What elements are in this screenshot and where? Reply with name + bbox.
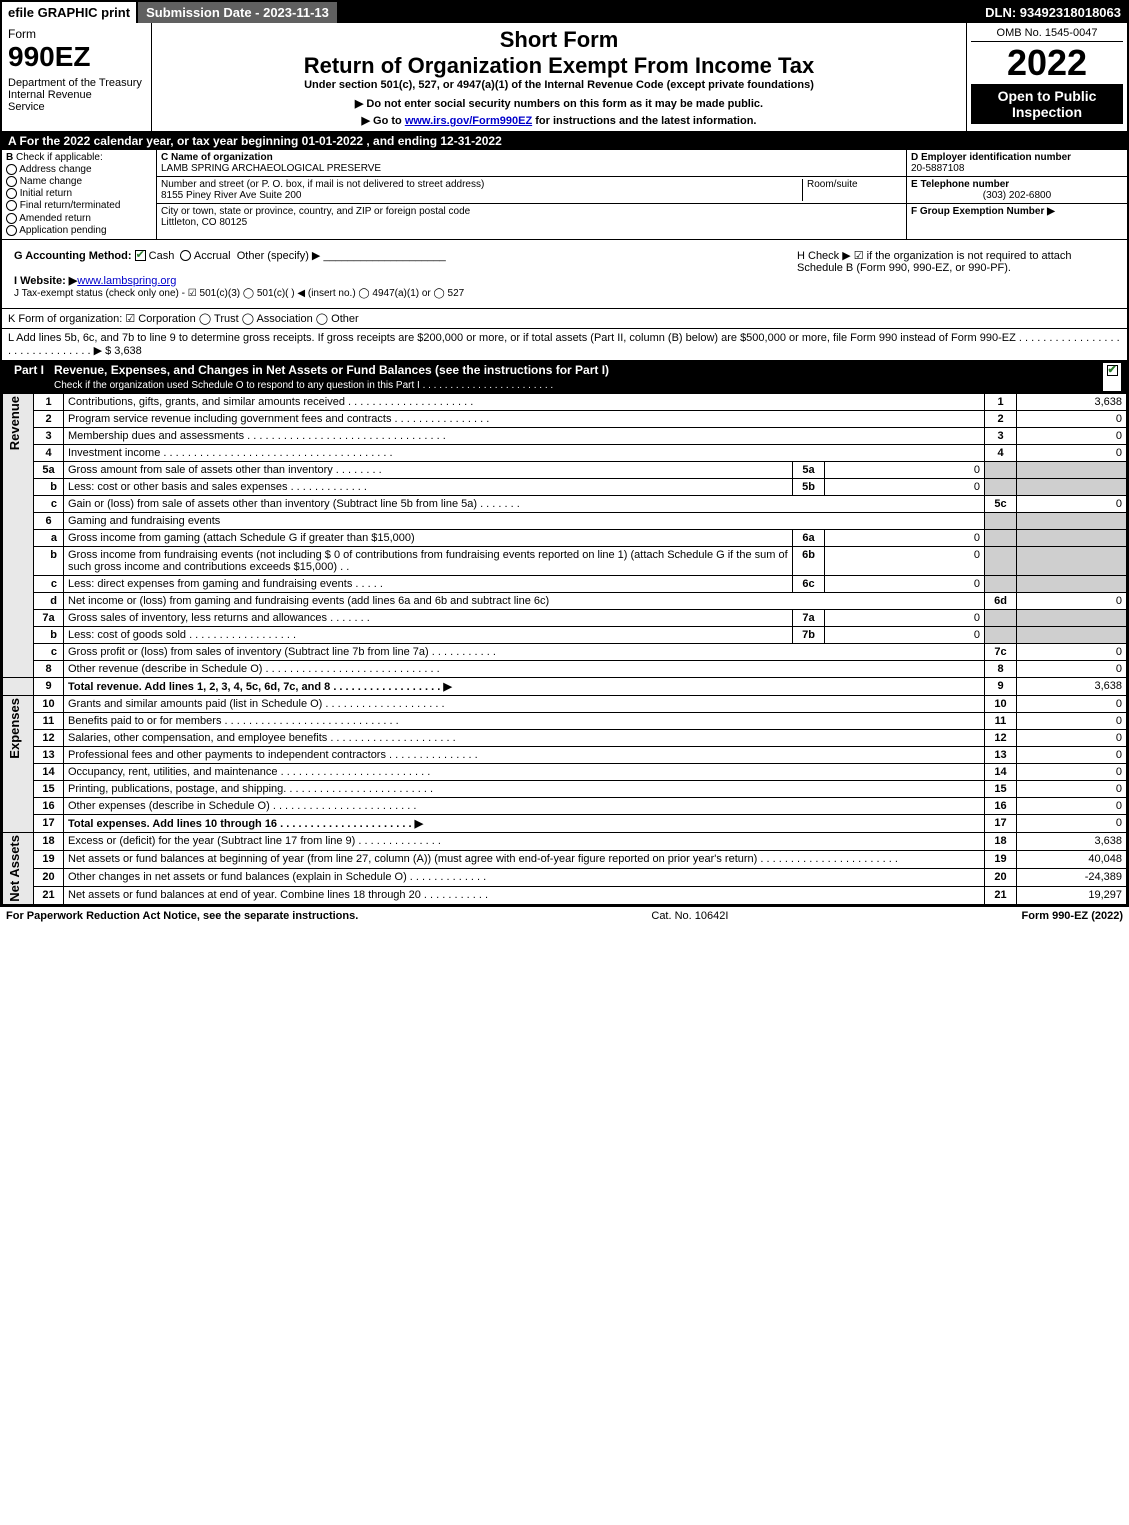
efile-print[interactable]: efile GRAPHIC print (2, 2, 136, 23)
under-section: Under section 501(c), 527, or 4947(a)(1)… (160, 79, 958, 91)
part1-header: Part I Revenue, Expenses, and Changes in… (2, 361, 1127, 393)
org-name: LAMB SPRING ARCHAEOLOGICAL PRESERVE (161, 163, 381, 174)
opt-application-pending[interactable]: Application pending (6, 225, 152, 236)
phone: (303) 202-6800 (911, 190, 1123, 201)
part1-check[interactable] (1103, 363, 1121, 391)
website-link[interactable]: www.lambspring.org (77, 275, 176, 287)
c-name-label: C Name of organization (161, 152, 273, 163)
section-gh: G Accounting Method: Cash Accrual Other … (2, 240, 1127, 309)
footer: For Paperwork Reduction Act Notice, see … (0, 907, 1129, 925)
omb-number: OMB No. 1545-0047 (971, 27, 1123, 42)
g-cash-check[interactable] (135, 250, 146, 261)
goto-prefix: ▶ Go to (362, 115, 405, 127)
row-l-amount: 3,638 (114, 345, 142, 357)
opt-final-return[interactable]: Final return/terminated (6, 200, 152, 211)
section-bcdef: B Check if applicable: Address change Na… (2, 150, 1127, 240)
return-title: Return of Organization Exempt From Incom… (160, 53, 958, 79)
goto-line: ▶ Go to www.irs.gov/Form990EZ for instru… (160, 114, 958, 127)
form-label: Form (8, 27, 145, 41)
form-number: 990EZ (8, 41, 145, 73)
f-group-label: F Group Exemption Number ▶ (911, 206, 1055, 217)
g-accrual-radio[interactable] (180, 250, 191, 261)
dln: DLN: 93492318018063 (979, 2, 1127, 23)
room-label: Room/suite (807, 179, 858, 190)
section-c: C Name of organization LAMB SPRING ARCHA… (157, 150, 907, 239)
line-1-desc: Contributions, gifts, grants, and simila… (64, 393, 985, 410)
i-label: I Website: ▶ (14, 275, 77, 287)
row-k: K Form of organization: ☑ Corporation ◯ … (2, 309, 1127, 329)
addr: 8155 Piney River Ave Suite 200 (161, 190, 301, 201)
city: Littleton, CO 80125 (161, 217, 247, 228)
d-ein-label: D Employer identification number (911, 152, 1071, 163)
goto-link[interactable]: www.irs.gov/Form990EZ (405, 115, 532, 127)
opt-address-change[interactable]: Address change (6, 164, 152, 175)
open-to-public: Open to Public Inspection (971, 84, 1123, 124)
top-bar: efile GRAPHIC print Submission Date - 20… (2, 2, 1127, 23)
netassets-vlabel: Net Assets (7, 835, 29, 902)
expenses-vlabel: Expenses (7, 698, 29, 759)
department: Department of the Treasury Internal Reve… (8, 77, 145, 113)
part1-title: Revenue, Expenses, and Changes in Net As… (50, 363, 1103, 391)
g-label: G Accounting Method: (14, 250, 132, 262)
form-container: efile GRAPHIC print Submission Date - 20… (0, 0, 1129, 907)
short-form-title: Short Form (160, 27, 958, 53)
part1-label: Part I (8, 363, 50, 391)
b-label: B (6, 152, 13, 163)
row-l: L Add lines 5b, 6c, and 7b to line 9 to … (2, 329, 1127, 361)
footer-right: Form 990-EZ (2022) (1022, 910, 1123, 922)
header-left: Form 990EZ Department of the Treasury In… (2, 23, 152, 131)
part1-table: Revenue 1 Contributions, gifts, grants, … (2, 393, 1127, 905)
header-right: OMB No. 1545-0047 2022 Open to Public In… (967, 23, 1127, 131)
opt-initial-return[interactable]: Initial return (6, 188, 152, 199)
row-j: J Tax-exempt status (check only one) - ☑… (14, 288, 464, 299)
submission-date: Submission Date - 2023-11-13 (138, 2, 337, 23)
revenue-vlabel: Revenue (7, 396, 29, 450)
footer-left: For Paperwork Reduction Act Notice, see … (6, 910, 358, 922)
line-1-val: 3,638 (1017, 393, 1127, 410)
check-if-label: Check if applicable: (16, 152, 103, 163)
section-b: B Check if applicable: Address change Na… (2, 150, 157, 239)
goto-suffix: for instructions and the latest informat… (532, 115, 756, 127)
ssn-warning: ▶ Do not enter social security numbers o… (160, 97, 958, 110)
city-label: City or town, state or province, country… (161, 206, 470, 217)
opt-name-change[interactable]: Name change (6, 176, 152, 187)
row-a-tax-year: A For the 2022 calendar year, or tax yea… (2, 132, 1127, 150)
header: Form 990EZ Department of the Treasury In… (2, 23, 1127, 132)
footer-mid: Cat. No. 10642I (358, 910, 1021, 922)
header-center: Short Form Return of Organization Exempt… (152, 23, 967, 131)
row-h: H Check ▶ ☑ if the organization is not r… (791, 243, 1121, 305)
row-l-text: L Add lines 5b, 6c, and 7b to line 9 to … (8, 332, 1120, 357)
ein: 20-5887108 (911, 163, 964, 174)
row-g: G Accounting Method: Cash Accrual Other … (8, 243, 791, 305)
addr-label: Number and street (or P. O. box, if mail… (161, 179, 484, 190)
section-def: D Employer identification number 20-5887… (907, 150, 1127, 239)
opt-amended[interactable]: Amended return (6, 213, 152, 224)
tax-year: 2022 (971, 42, 1123, 84)
e-phone-label: E Telephone number (911, 179, 1009, 190)
